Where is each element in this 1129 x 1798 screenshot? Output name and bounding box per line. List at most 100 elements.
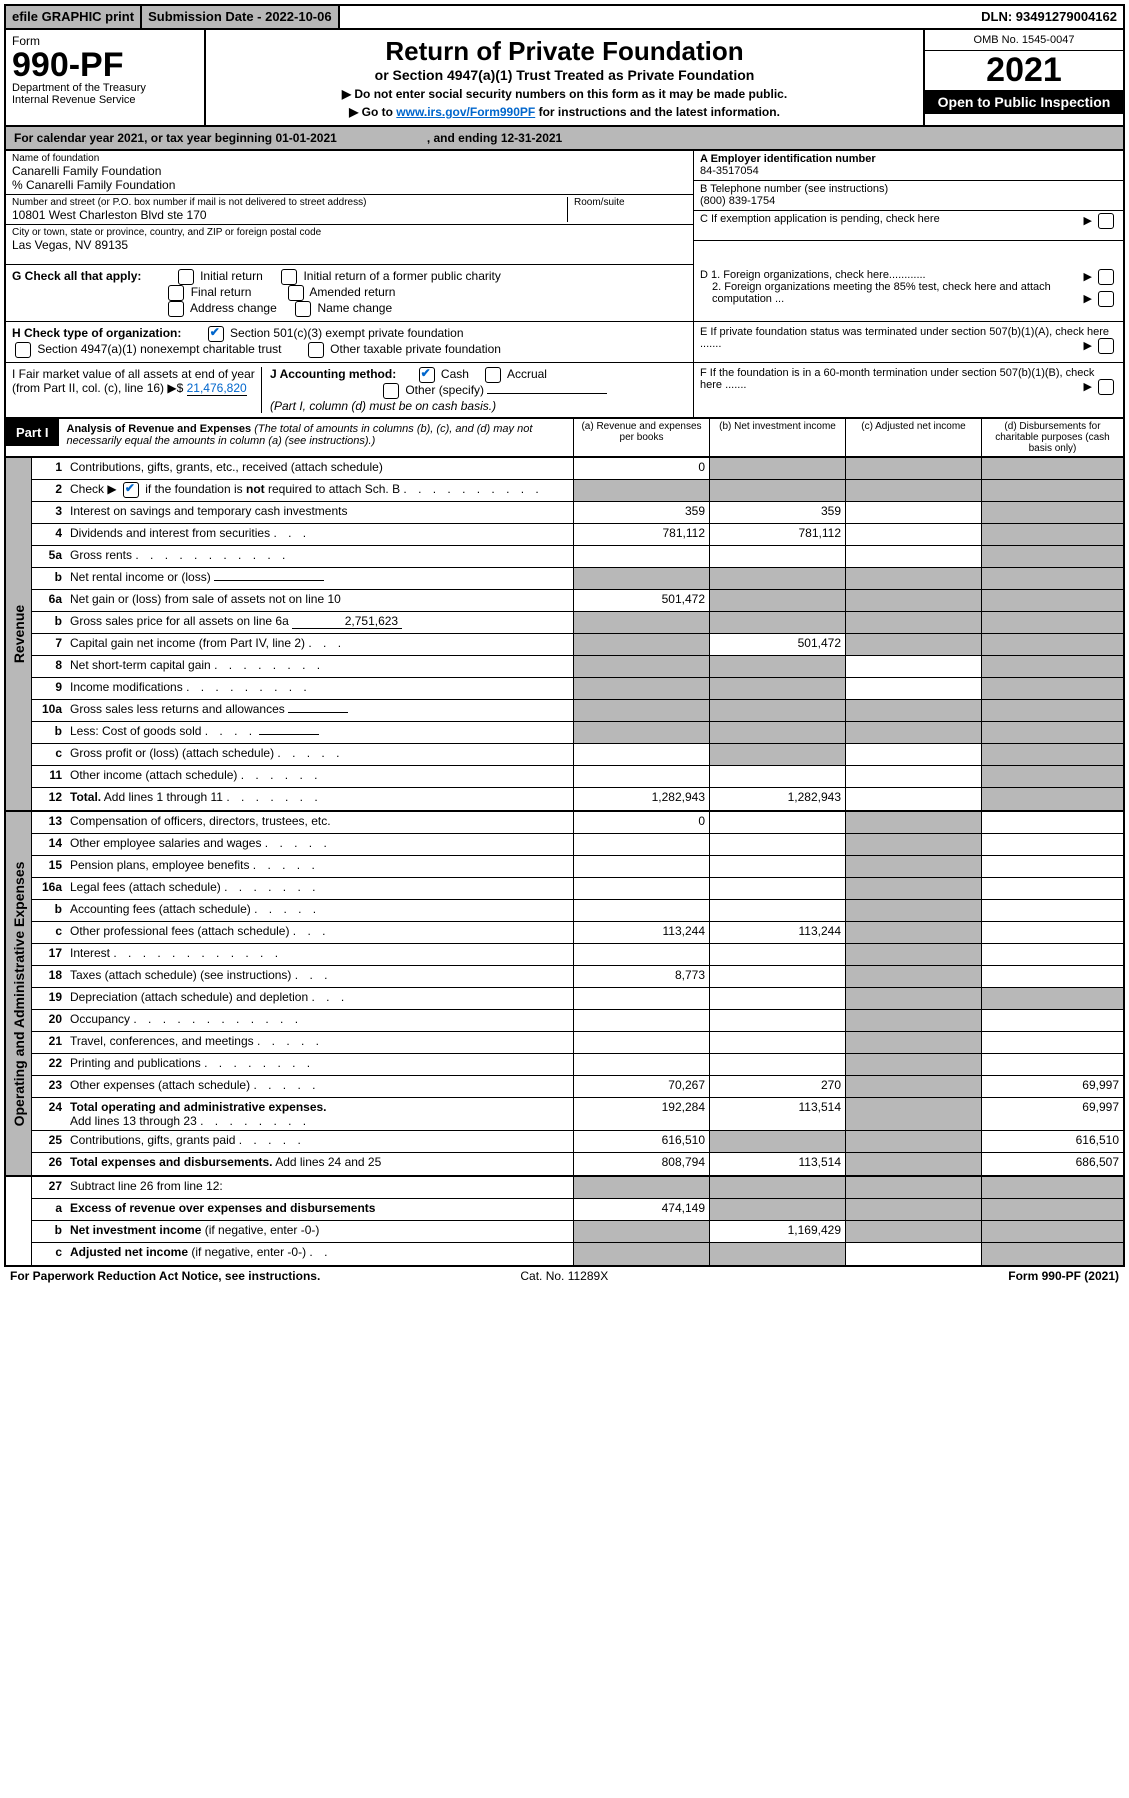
f-checkbox[interactable] [1098, 379, 1114, 395]
entity-box: Name of foundation Canarelli Family Foun… [4, 151, 1125, 265]
part1-desc: Analysis of Revenue and Expenses (The to… [59, 419, 573, 456]
form-subtitle: or Section 4947(a)(1) Trust Treated as P… [216, 67, 913, 83]
line-23: 23Other expenses (attach schedule) . . .… [32, 1076, 1123, 1098]
d2-checkbox[interactable] [1098, 291, 1114, 307]
line-26: 26Total expenses and disbursements. Add … [32, 1153, 1123, 1175]
col-a-header: (a) Revenue and expenses per books [573, 419, 709, 456]
entity-left: Name of foundation Canarelli Family Foun… [6, 151, 693, 265]
form-990pf-page: efile GRAPHIC print Submission Date - 20… [0, 0, 1129, 1289]
line-7: 7Capital gain net income (from Part IV, … [32, 634, 1123, 656]
line-19: 19Depreciation (attach schedule) and dep… [32, 988, 1123, 1010]
e-checkbox[interactable] [1098, 338, 1114, 354]
line-2: 2Check ▶ if the foundation is not requir… [32, 480, 1123, 502]
phone-value: (800) 839-1754 [700, 195, 775, 207]
line-5b: bNet rental income or (loss) [32, 568, 1123, 590]
address-change-checkbox[interactable] [168, 301, 184, 317]
line-5a: 5aGross rents . . . . . . . . . . . [32, 546, 1123, 568]
form-header: Form 990-PF Department of the Treasury I… [4, 30, 1125, 127]
efile-print-button[interactable]: efile GRAPHIC print [6, 6, 142, 28]
line-6b: bGross sales price for all assets on lin… [32, 612, 1123, 634]
header-left: Form 990-PF Department of the Treasury I… [6, 30, 206, 125]
room-suite-label: Room/suite [574, 197, 687, 208]
initial-public-checkbox[interactable] [281, 269, 297, 285]
subtract-table: 27Subtract line 26 from line 12: aExcess… [4, 1177, 1125, 1267]
dln: DLN: 93491279004162 [975, 6, 1123, 28]
initial-return-checkbox[interactable] [178, 269, 194, 285]
line-11: 11Other income (attach schedule) . . . .… [32, 766, 1123, 788]
h-label: H Check type of organization: [12, 326, 181, 340]
d1-checkbox[interactable] [1098, 269, 1114, 285]
fmv-value: 21,476,820 [187, 381, 247, 396]
e-terminated-row: E If private foundation status was termi… [693, 322, 1123, 362]
col-d-header: (d) Disbursements for charitable purpose… [981, 419, 1123, 456]
part1-columns: (a) Revenue and expenses per books (b) N… [573, 419, 1123, 456]
header-right: OMB No. 1545-0047 2021 Open to Public In… [923, 30, 1123, 125]
amended-checkbox[interactable] [288, 285, 304, 301]
expenses-table: Operating and Administrative Expenses 13… [4, 812, 1125, 1177]
ssn-note: ▶ Do not enter social security numbers o… [216, 87, 913, 101]
calendar-year-bar: For calendar year 2021, or tax year begi… [4, 127, 1125, 151]
line-22: 22Printing and publications . . . . . . … [32, 1054, 1123, 1076]
cash-checkbox[interactable] [419, 367, 435, 383]
goto-note: ▶ Go to www.irs.gov/Form990PF for instru… [216, 105, 913, 119]
top-bar: efile GRAPHIC print Submission Date - 20… [4, 4, 1125, 30]
form-footer-ref: Form 990-PF (2021) [1008, 1269, 1119, 1283]
line-9: 9Income modifications . . . . . . . . . [32, 678, 1123, 700]
c-exemption-row: C If exemption application is pending, c… [694, 211, 1123, 241]
501c3-checkbox[interactable] [208, 326, 224, 342]
4947-checkbox[interactable] [15, 342, 31, 358]
final-return-checkbox[interactable] [168, 285, 184, 301]
page-footer: For Paperwork Reduction Act Notice, see … [4, 1267, 1125, 1285]
accrual-checkbox[interactable] [485, 367, 501, 383]
part1-label: Part I [6, 419, 59, 446]
schb-checkbox[interactable] [123, 482, 139, 498]
j-label: J Accounting method: [270, 367, 396, 381]
care-of: % Canarelli Family Foundation [12, 178, 175, 192]
line-27: 27Subtract line 26 from line 12: [32, 1177, 1123, 1199]
ein-value: 84-3517054 [700, 165, 759, 177]
form-number: 990-PF [12, 48, 198, 82]
g-label: G Check all that apply: [12, 269, 141, 283]
ein-row: A Employer identification number 84-3517… [694, 151, 1123, 181]
j-note: (Part I, column (d) must be on cash basi… [270, 399, 496, 413]
line-6a: 6aNet gain or (loss) from sale of assets… [32, 590, 1123, 612]
dept-treasury: Department of the Treasury [12, 82, 198, 94]
line-15: 15Pension plans, employee benefits . . .… [32, 856, 1123, 878]
c-checkbox[interactable] [1098, 213, 1114, 229]
line-13: 13Compensation of officers, directors, t… [32, 812, 1123, 834]
i-j-row: I Fair market value of all assets at end… [4, 363, 1125, 419]
line-20: 20Occupancy . . . . . . . . . . . . [32, 1010, 1123, 1032]
tax-year: 2021 [925, 51, 1123, 90]
line-18: 18Taxes (attach schedule) (see instructi… [32, 966, 1123, 988]
name-change-checkbox[interactable] [295, 301, 311, 317]
city-state-zip: Las Vegas, NV 89135 [12, 238, 128, 252]
expenses-sidebar: Operating and Administrative Expenses [6, 812, 32, 1175]
year-begin: For calendar year 2021, or tax year begi… [14, 131, 337, 145]
col-c-header: (c) Adjusted net income [845, 419, 981, 456]
line-10c: cGross profit or (loss) (attach schedule… [32, 744, 1123, 766]
foundation-name-row: Name of foundation Canarelli Family Foun… [6, 151, 693, 195]
submission-date: Submission Date - 2022-10-06 [142, 6, 340, 28]
other-taxable-checkbox[interactable] [308, 342, 324, 358]
line-16a: 16aLegal fees (attach schedule) . . . . … [32, 878, 1123, 900]
f-termination-row: F If the foundation is in a 60-month ter… [693, 363, 1123, 417]
part1-header: Part I Analysis of Revenue and Expenses … [4, 419, 1125, 458]
line-25: 25Contributions, gifts, grants paid . . … [32, 1131, 1123, 1153]
form990pf-link[interactable]: www.irs.gov/Form990PF [396, 105, 535, 119]
d-foreign-row: D 1. Foreign organizations, check here..… [693, 265, 1123, 321]
h-org-type-row: H Check type of organization: Section 50… [4, 322, 1125, 363]
line-14: 14Other employee salaries and wages . . … [32, 834, 1123, 856]
other-method-checkbox[interactable] [383, 383, 399, 399]
revenue-sidebar: Revenue [6, 458, 32, 810]
line-12: 12Total. Add lines 1 through 11 . . . . … [32, 788, 1123, 810]
g-check-row: G Check all that apply: Initial return I… [4, 265, 1125, 322]
street-address: 10801 West Charleston Blvd ste 170 [12, 208, 207, 222]
cat-no: Cat. No. 11289X [520, 1269, 608, 1283]
line-27a: aExcess of revenue over expenses and dis… [32, 1199, 1123, 1221]
year-end: , and ending 12-31-2021 [427, 131, 562, 145]
paperwork-notice: For Paperwork Reduction Act Notice, see … [10, 1269, 320, 1283]
open-public-badge: Open to Public Inspection [925, 90, 1123, 114]
phone-row: B Telephone number (see instructions) (8… [694, 181, 1123, 211]
line-4: 4Dividends and interest from securities … [32, 524, 1123, 546]
line-27c: cAdjusted net income (if negative, enter… [32, 1243, 1123, 1265]
